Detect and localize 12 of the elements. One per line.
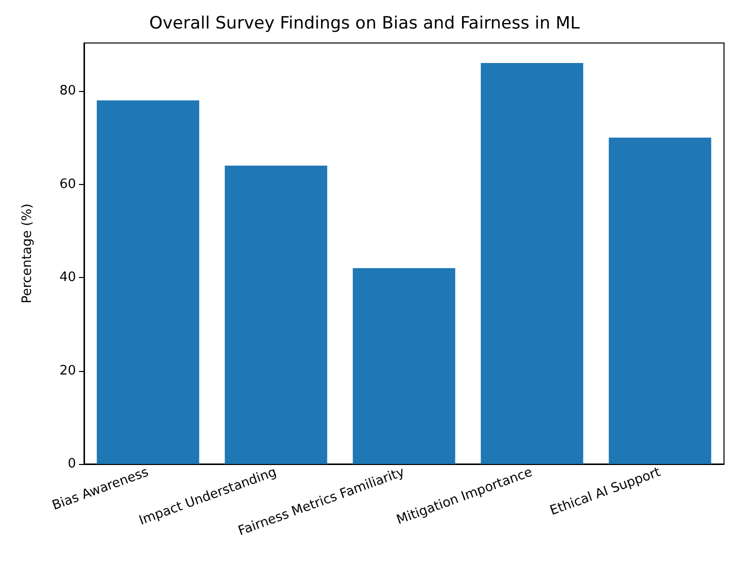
y-tick-label: 80 xyxy=(59,84,76,99)
bar xyxy=(224,166,328,464)
y-axis-title: Percentage (%) xyxy=(20,204,35,304)
bar xyxy=(480,63,584,464)
y-tick-label: 40 xyxy=(59,270,76,286)
y-tick-label: 20 xyxy=(59,363,76,378)
chart-title: Overall Survey Findings on Bias and Fairness in ML xyxy=(149,14,580,34)
y-tick-label: 0 xyxy=(68,456,76,472)
bar xyxy=(96,100,200,464)
bar xyxy=(608,138,712,464)
y-tick-label: 60 xyxy=(59,176,76,192)
bar xyxy=(352,268,456,464)
